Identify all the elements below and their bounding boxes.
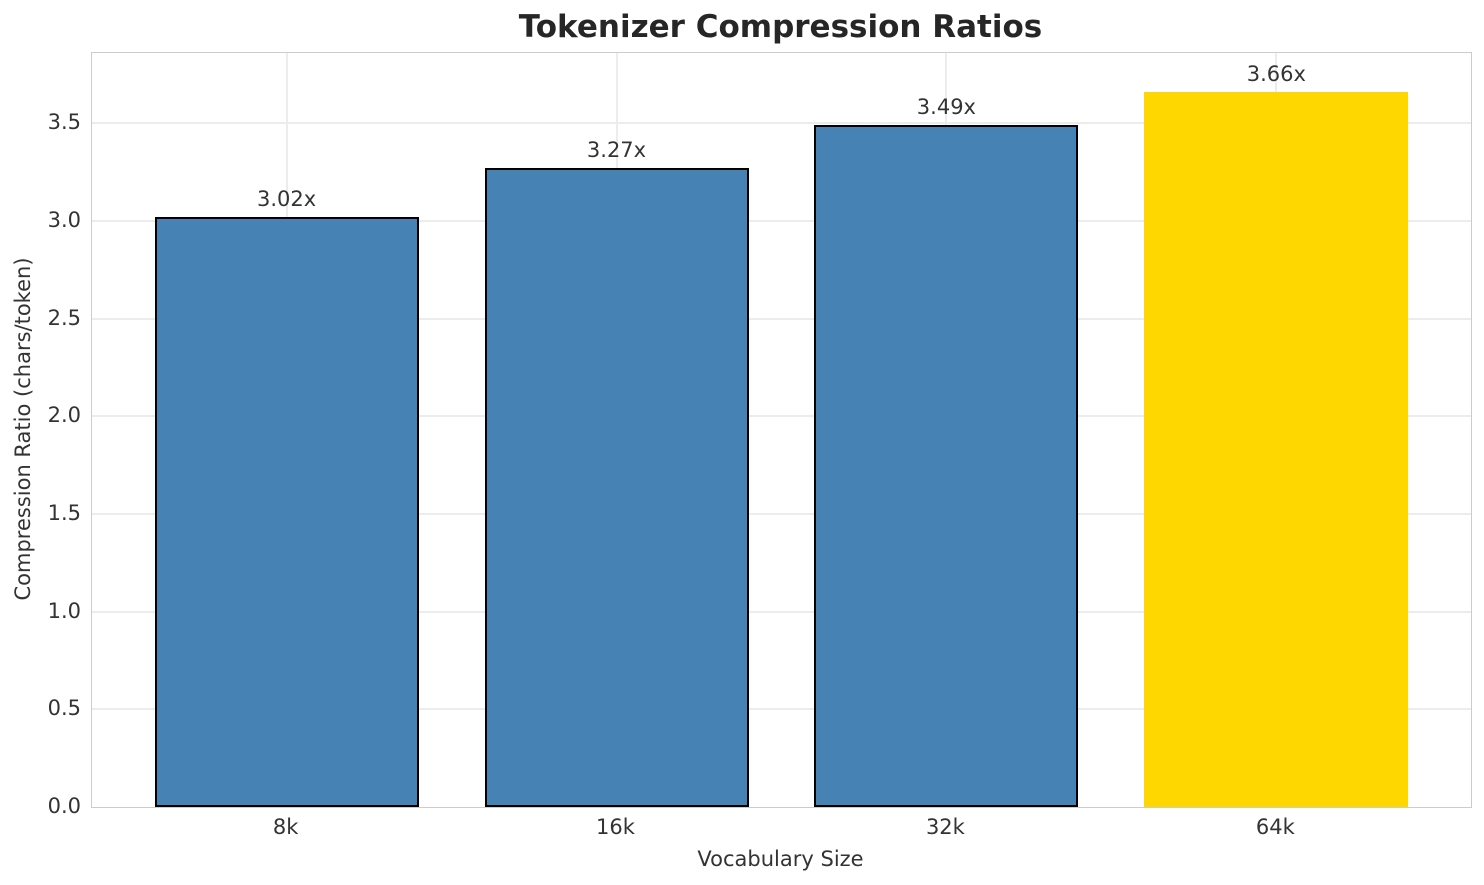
y-tick-label: 2.0 — [47, 403, 81, 428]
x-axis-label: Vocabulary Size — [697, 847, 864, 871]
y-tick-label: 3.5 — [47, 110, 81, 135]
horizontal-gridline — [92, 708, 1471, 711]
x-tick-label: 64k — [1255, 815, 1295, 839]
x-tick-label: 8k — [272, 815, 299, 839]
bar-16k — [484, 168, 749, 807]
y-tick-label: 1.5 — [47, 500, 81, 525]
y-tick-label: 0.0 — [47, 794, 81, 818]
y-tick-label: 0.5 — [47, 696, 81, 721]
y-tick-label: 2.5 — [47, 305, 81, 330]
horizontal-gridline — [92, 317, 1471, 320]
horizontal-gridline — [92, 219, 1471, 222]
bar-value-label: 3.66x — [1246, 62, 1306, 87]
horizontal-gridline — [92, 512, 1471, 515]
bar-value-label: 3.49x — [916, 95, 976, 120]
bar-value-label: 3.27x — [586, 138, 647, 163]
y-tick-label: 3.0 — [47, 207, 81, 232]
y-tick-label: 1.0 — [47, 598, 81, 623]
x-tick-label: 16k — [596, 815, 635, 839]
chart-title: Tokenizer Compression Ratios — [518, 9, 1043, 45]
x-tick-label: 32k — [925, 815, 965, 839]
bar-value-label: 3.02x — [257, 187, 317, 212]
horizontal-gridline — [92, 610, 1471, 613]
bar-32k — [814, 125, 1079, 807]
bar-8k — [154, 217, 419, 807]
horizontal-gridline — [92, 415, 1471, 418]
horizontal-gridline — [92, 122, 1471, 125]
plot-area: 3.02x 3.27x 3.49x 3.66x — [91, 52, 1472, 808]
bar-64k — [1144, 92, 1409, 807]
